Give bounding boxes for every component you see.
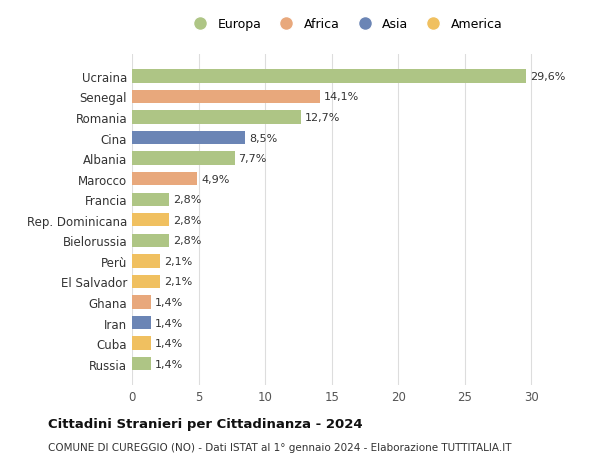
- Bar: [132, 152, 235, 165]
- Text: 29,6%: 29,6%: [530, 72, 565, 82]
- Bar: [132, 234, 169, 247]
- Text: 1,4%: 1,4%: [155, 359, 183, 369]
- Text: 14,1%: 14,1%: [324, 92, 359, 102]
- Text: 2,8%: 2,8%: [173, 215, 202, 225]
- Bar: [132, 90, 320, 104]
- Bar: [132, 70, 526, 84]
- Bar: [132, 193, 169, 207]
- Text: 1,4%: 1,4%: [155, 318, 183, 328]
- Bar: [132, 275, 160, 289]
- Bar: [132, 173, 197, 186]
- Text: 8,5%: 8,5%: [249, 133, 277, 143]
- Bar: [132, 111, 301, 124]
- Text: 2,8%: 2,8%: [173, 195, 202, 205]
- Bar: [132, 337, 151, 350]
- Text: 7,7%: 7,7%: [239, 154, 267, 164]
- Bar: [132, 213, 169, 227]
- Bar: [132, 357, 151, 370]
- Text: Cittadini Stranieri per Cittadinanza - 2024: Cittadini Stranieri per Cittadinanza - 2…: [48, 417, 362, 430]
- Bar: [132, 316, 151, 330]
- Legend: Europa, Africa, Asia, America: Europa, Africa, Asia, America: [187, 18, 503, 31]
- Text: 4,9%: 4,9%: [201, 174, 230, 185]
- Bar: [132, 296, 151, 309]
- Text: 2,1%: 2,1%: [164, 277, 192, 287]
- Text: COMUNE DI CUREGGIO (NO) - Dati ISTAT al 1° gennaio 2024 - Elaborazione TUTTITALI: COMUNE DI CUREGGIO (NO) - Dati ISTAT al …: [48, 442, 511, 452]
- Text: 2,8%: 2,8%: [173, 236, 202, 246]
- Bar: [132, 255, 160, 268]
- Text: 12,7%: 12,7%: [305, 113, 340, 123]
- Text: 1,4%: 1,4%: [155, 338, 183, 348]
- Bar: [132, 132, 245, 145]
- Text: 2,1%: 2,1%: [164, 256, 192, 266]
- Text: 1,4%: 1,4%: [155, 297, 183, 308]
